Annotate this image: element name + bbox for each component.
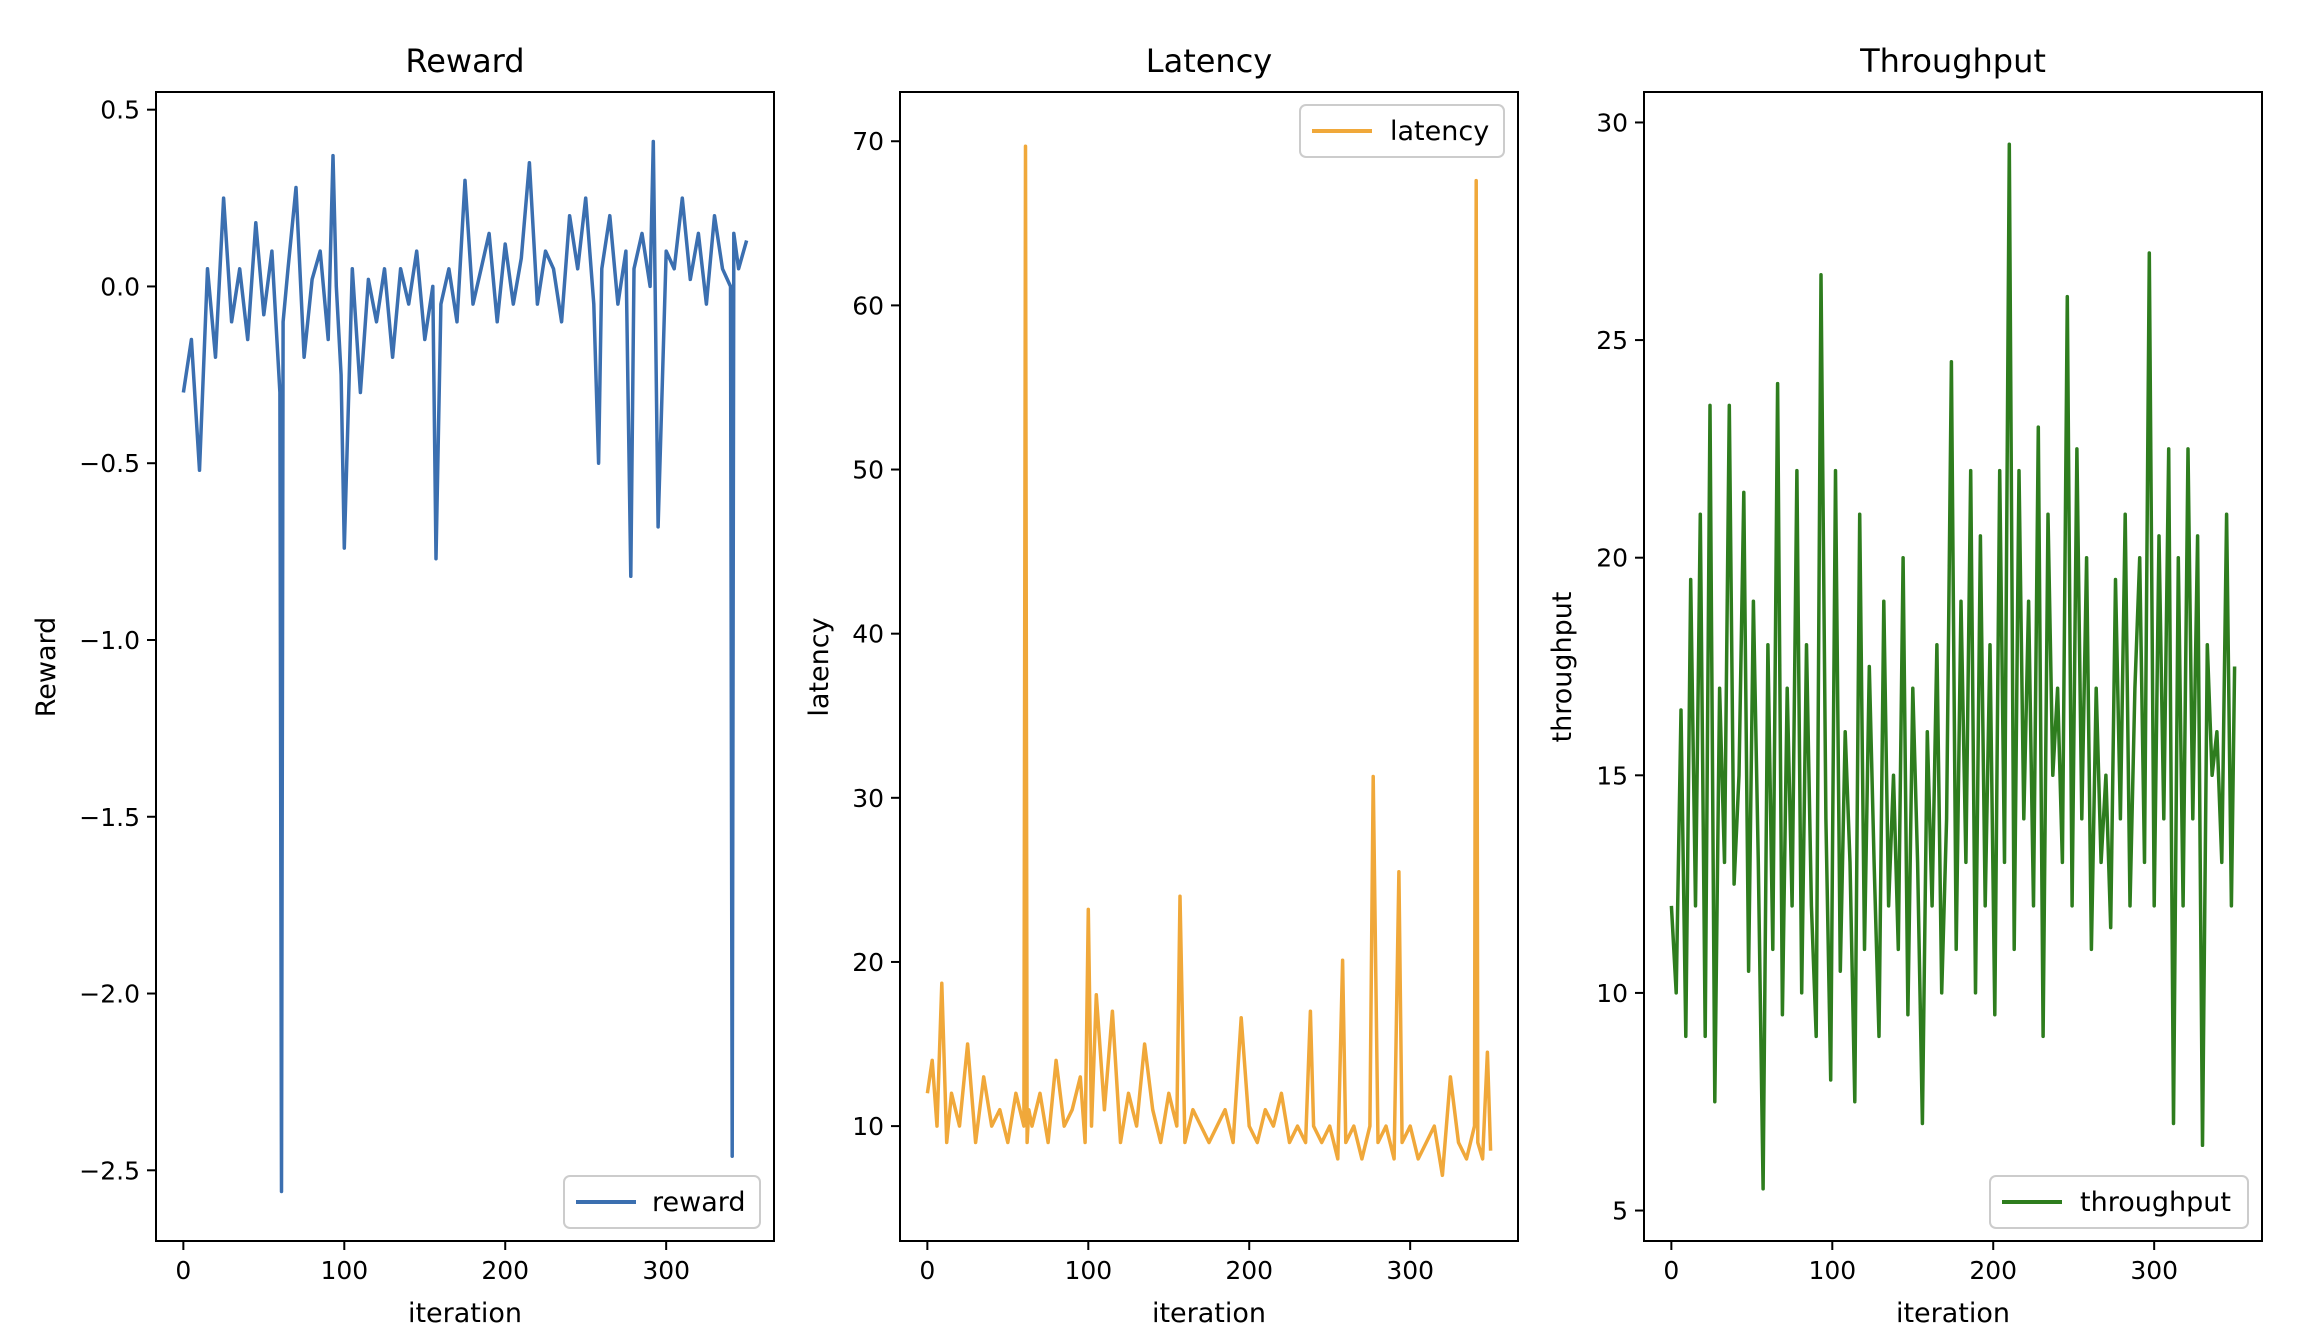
throughput-xlabel: iteration: [1896, 1298, 2010, 1329]
reward-ytick-label: 0.0: [100, 272, 140, 301]
reward-xlabel: iteration: [408, 1298, 522, 1329]
reward-ytick-label: −1.5: [79, 803, 140, 832]
throughput-ytick-label: 30: [1596, 108, 1628, 137]
throughput-ytick-label: 15: [1596, 761, 1628, 790]
reward-ticks: 0 100 200 300 −2.5 −2.0 −1.5 −1.0 −0.5 0.0 0.5: [79, 96, 690, 1285]
reward-ytick-label: −0.5: [79, 449, 140, 478]
latency-ytick-label: 70: [852, 127, 884, 156]
reward-legend: reward: [563, 1175, 761, 1229]
throughput-ticks: 0 100 200 300 5 10 15 20 25 30: [1596, 108, 2178, 1285]
reward-xtick-label: 0: [175, 1256, 191, 1285]
reward-axes-frame: [155, 91, 775, 1242]
latency-xtick-label: 100: [1064, 1256, 1112, 1285]
throughput-series: [1669, 142, 2237, 1191]
latency-ytick-label: 20: [852, 948, 884, 977]
throughput-ytick-label: 20: [1596, 544, 1628, 573]
latency-series-line: [925, 144, 1493, 1178]
reward-xtick-label: 100: [320, 1256, 368, 1285]
throughput-legend-label: throughput: [2080, 1187, 2231, 1218]
latency-xlabel: iteration: [1152, 1298, 1266, 1329]
reward-legend-box: [563, 1175, 761, 1229]
throughput-ytick-label: 25: [1596, 326, 1628, 355]
reward-ytick-label: 0.5: [100, 96, 140, 125]
reward-legend-label: reward: [652, 1187, 746, 1218]
latency-legend: latency: [1299, 104, 1505, 158]
throughput-legend: throughput: [1989, 1175, 2249, 1229]
reward-series: [181, 139, 749, 1194]
throughput-ytick-label: 5: [1612, 1197, 1628, 1226]
reward-ytick-label: −2.0: [79, 980, 140, 1009]
throughput-panel: Throughput iteration throughput 0 100 200 3…: [1547, 42, 2263, 1329]
reward-title: Reward: [405, 42, 524, 80]
throughput-axes-frame: [1643, 91, 2263, 1242]
throughput-xtick-label: 300: [2130, 1256, 2178, 1285]
latency-series: [925, 144, 1493, 1178]
latency-ytick-label: 40: [852, 620, 884, 649]
latency-xtick-label: 300: [1386, 1256, 1434, 1285]
reward-panel: Reward iteration Reward 0 100 200 300 −2.5 −2…: [31, 42, 775, 1329]
reward-ytick-label: −2.5: [79, 1156, 140, 1185]
throughput-xtick-label: 100: [1808, 1256, 1856, 1285]
latency-ytick-label: 30: [852, 784, 884, 813]
latency-ytick-label: 50: [852, 456, 884, 485]
reward-xtick-label: 200: [481, 1256, 529, 1285]
latency-xtick-label: 0: [919, 1256, 935, 1285]
reward-ytick-label: −1.0: [79, 626, 140, 655]
reward-ylabel: Reward: [31, 617, 62, 718]
latency-ticks: 0 100 200 300 10 20 30 40 50 60 70: [852, 127, 1434, 1285]
throughput-title: Throughput: [1859, 42, 2046, 80]
latency-title: Latency: [1146, 42, 1272, 80]
latency-ytick-label: 60: [852, 291, 884, 320]
throughput-ylabel: throughput: [1547, 592, 1578, 743]
latency-ytick-label: 10: [852, 1112, 884, 1141]
latency-ylabel: latency: [804, 617, 835, 716]
throughput-xtick-label: 200: [1969, 1256, 2017, 1285]
latency-legend-label: latency: [1390, 116, 1489, 147]
reward-xtick-label: 300: [642, 1256, 690, 1285]
latency-legend-box: [1299, 104, 1505, 158]
latency-axes-frame: [899, 91, 1519, 1242]
throughput-legend-box: [1989, 1175, 2249, 1229]
throughput-series-line: [1669, 142, 2237, 1191]
throughput-ytick-label: 10: [1596, 979, 1628, 1008]
latency-panel: Latency iteration latency 0 100 200 300 10 20…: [804, 42, 1519, 1329]
latency-xtick-label: 200: [1225, 1256, 1273, 1285]
reward-series-line: [181, 139, 749, 1194]
throughput-xtick-label: 0: [1663, 1256, 1679, 1285]
